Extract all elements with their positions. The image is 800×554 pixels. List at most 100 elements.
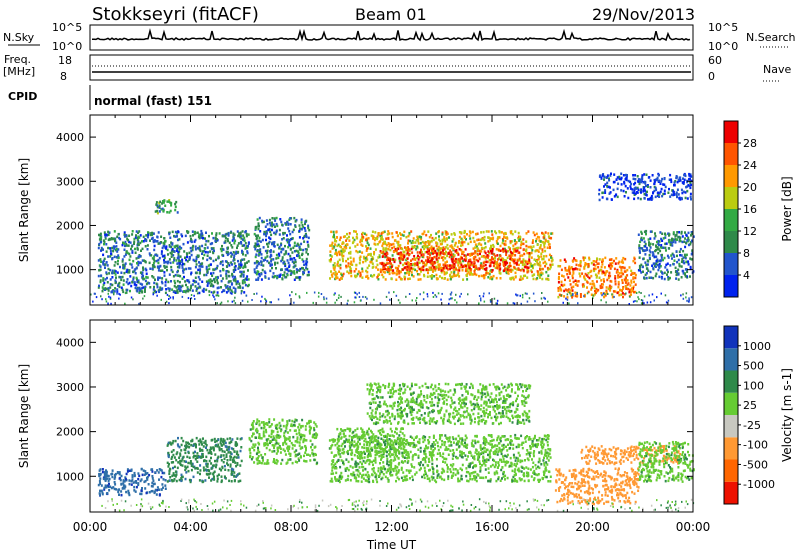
cell-0 xyxy=(148,282,151,285)
cell-3 xyxy=(468,230,471,233)
cell-6 xyxy=(642,257,645,260)
cell-4 xyxy=(395,249,398,252)
cell-5 xyxy=(609,274,612,278)
cell-0 xyxy=(163,237,166,240)
cell-4 xyxy=(526,262,529,266)
cell-1 xyxy=(227,448,230,451)
cell-0 xyxy=(109,283,112,286)
cell-1 xyxy=(204,442,207,445)
cell-3 xyxy=(355,267,358,271)
cell-5 xyxy=(600,283,603,286)
cell-7 xyxy=(679,176,682,179)
ground-speckle xyxy=(515,293,517,296)
cell-4 xyxy=(458,269,461,272)
cell-4 xyxy=(389,259,391,263)
cell-3 xyxy=(480,262,483,265)
cell-3 xyxy=(517,237,520,240)
cell-3 xyxy=(367,277,370,280)
cell-1 xyxy=(204,479,207,482)
cell-2 xyxy=(299,227,302,230)
cell-0 xyxy=(131,230,134,233)
cell-6 xyxy=(692,235,695,238)
cell-2 xyxy=(291,257,294,261)
cell-4 xyxy=(466,253,469,256)
cell-4 xyxy=(410,259,412,262)
cell-0 xyxy=(117,259,119,263)
cell-3 xyxy=(430,277,433,280)
ground-speckle xyxy=(185,291,187,294)
ground-speckle xyxy=(432,291,434,294)
cell-3 xyxy=(423,274,426,278)
cell-4 xyxy=(386,256,389,259)
cell-0 xyxy=(231,239,234,242)
cell-2 xyxy=(266,255,269,258)
cell-4 xyxy=(464,264,467,268)
cell-0 xyxy=(178,284,181,288)
cell-0 xyxy=(104,287,107,290)
cell-4 xyxy=(418,267,421,271)
cell-3 xyxy=(536,270,539,273)
cell-2 xyxy=(273,438,276,441)
cell-2 xyxy=(275,230,278,234)
cell-6 xyxy=(656,248,659,251)
cell-3 xyxy=(395,231,398,234)
ground-speckle xyxy=(570,294,572,297)
cell-2 xyxy=(251,456,254,459)
cell-0 xyxy=(215,232,218,235)
ground-speckle xyxy=(270,301,272,304)
cell-3 xyxy=(337,243,340,247)
cell-2 xyxy=(272,244,275,247)
cell-0 xyxy=(242,253,244,256)
cell-0 xyxy=(201,250,204,253)
ground-speckle xyxy=(656,296,658,299)
cell-3 xyxy=(387,242,390,245)
cell-5 xyxy=(608,264,610,267)
cell-0 xyxy=(113,271,116,275)
ground-speckle xyxy=(625,292,627,295)
cell-3 xyxy=(366,258,369,261)
cell-0 xyxy=(176,244,179,247)
ground-speckle xyxy=(388,291,390,294)
cell-3 xyxy=(480,255,483,258)
cell-0 xyxy=(163,254,166,257)
cell-0 xyxy=(169,251,172,255)
cell-0 xyxy=(238,265,241,269)
cell-0 xyxy=(154,471,157,474)
cell-0 xyxy=(137,261,140,265)
cell-3 xyxy=(512,278,515,281)
cell-0 xyxy=(198,236,201,240)
cell-3 xyxy=(547,243,550,246)
cell-3 xyxy=(521,277,524,280)
ground-speckle xyxy=(426,295,429,298)
cell-0 xyxy=(240,242,243,245)
cell-2 xyxy=(290,270,293,273)
cell-4 xyxy=(526,266,529,269)
ground-speckle xyxy=(358,296,361,298)
cell-3 xyxy=(458,266,461,270)
cell-1 xyxy=(161,202,164,205)
station-title: Stokkseyri (fitACF) xyxy=(92,4,259,25)
cell-7 xyxy=(679,179,682,182)
cell-0 xyxy=(122,283,125,286)
cell-6 xyxy=(676,238,678,241)
cell-3 xyxy=(348,246,351,250)
cell-3 xyxy=(359,255,362,258)
cell-2 xyxy=(303,263,306,266)
cell-4 xyxy=(432,247,435,251)
cell-0 xyxy=(224,284,227,287)
cell-7 xyxy=(689,174,692,177)
cell-2 xyxy=(268,236,271,239)
ground-speckle xyxy=(298,295,301,298)
cell-0 xyxy=(99,489,101,493)
cell-0 xyxy=(109,247,112,250)
cell-5 xyxy=(600,279,603,282)
cell-0 xyxy=(205,288,208,292)
cell-1 xyxy=(190,462,193,465)
cell-0 xyxy=(196,231,199,234)
cell-3 xyxy=(378,254,381,257)
ground-speckle xyxy=(434,294,436,297)
ground-speckle xyxy=(132,298,134,301)
cell-0 xyxy=(142,266,144,269)
cell-3 xyxy=(540,267,543,271)
cell-2 xyxy=(287,252,290,256)
